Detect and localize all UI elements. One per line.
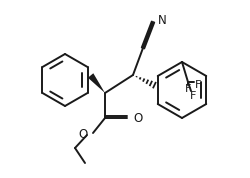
Text: F: F	[184, 84, 190, 94]
Text: F: F	[194, 80, 200, 90]
Text: N: N	[157, 14, 166, 27]
Text: O: O	[78, 127, 88, 140]
Polygon shape	[88, 73, 104, 93]
Text: F: F	[189, 91, 196, 101]
Text: O: O	[132, 111, 142, 124]
